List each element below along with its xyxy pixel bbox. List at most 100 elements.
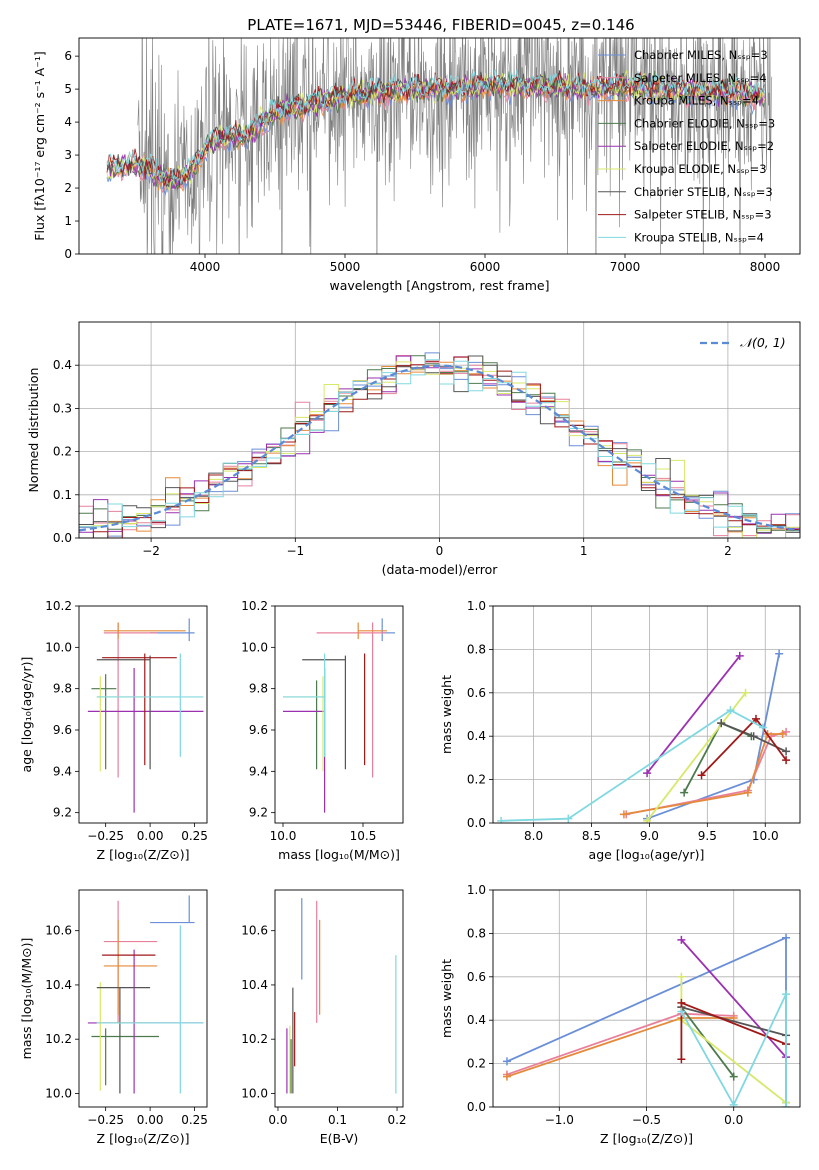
point-marker — [743, 788, 752, 797]
series-line — [646, 655, 741, 774]
y-tick-label: 0.0 — [467, 816, 486, 830]
axes-frame — [274, 605, 404, 824]
point-marker — [775, 649, 784, 658]
series-line — [623, 733, 783, 816]
point-marker — [726, 706, 735, 715]
x-tick-label: 4000 — [190, 260, 221, 274]
y-tick-label: 10.2 — [45, 1032, 72, 1046]
y-tick-label: 9.2 — [249, 806, 268, 820]
x-tick-label: 0.00 — [137, 829, 164, 843]
x-tick-label: 5000 — [330, 260, 361, 274]
errorbar-point — [96, 676, 147, 772]
errorbar-point — [103, 900, 158, 1023]
point-marker — [778, 730, 787, 739]
point-marker — [497, 816, 506, 823]
y-tick-label: 9.4 — [249, 764, 268, 778]
x-tick-label: −1 — [286, 544, 304, 558]
y-tick-label: 10.0 — [45, 640, 72, 654]
point-marker — [677, 998, 686, 1007]
point-marker — [782, 933, 791, 942]
y-tick-label: 4 — [64, 115, 72, 129]
x-axis-label: (data-model)/error — [382, 562, 499, 577]
errorbar-point — [96, 925, 204, 1094]
y-tick-label: 0.4 — [467, 1013, 486, 1027]
x-tick-label: −1.0 — [545, 1113, 574, 1127]
series-line — [680, 993, 787, 1107]
legend-label: Chabrier ELODIE, Nₛₛₚ=3 — [634, 116, 775, 130]
x-tick-label: 0.25 — [181, 1113, 208, 1127]
series-line — [700, 717, 787, 776]
errorbar-point — [302, 655, 346, 770]
legend-label: Chabrier MILES, Nₛₛₚ=3 — [634, 48, 768, 62]
x-axis-label: Z [log₁₀(Z/Z⊙)] — [600, 1131, 693, 1146]
errorbar-point — [150, 895, 195, 924]
series-line — [646, 692, 747, 822]
errorbar-point — [87, 668, 204, 813]
y-tick-label: 9.2 — [53, 806, 72, 820]
legend-label: Salpeter STELIB, Nₛₛₚ=3 — [634, 208, 772, 222]
x-tick-label: 8.0 — [524, 829, 543, 843]
observed-spectrum — [137, 38, 773, 254]
x-tick-label: 2 — [724, 544, 732, 558]
panel-residuals: −2 −1 0 1 2 0.0 0.1 0.2 0.3 0.4 (data-model)/error… — [26, 321, 801, 577]
axes-frame — [274, 889, 404, 1108]
x-tick-label: −0.25 — [87, 1113, 124, 1127]
x-axis-label: age [log₁₀(age/yr)] — [589, 847, 705, 862]
x-tick-label: 7000 — [610, 260, 641, 274]
y-tick-label: 0.2 — [53, 445, 72, 459]
x-tick-label: 0.1 — [328, 1113, 347, 1127]
errorbar-point — [103, 622, 158, 778]
legend-label: Kroupa ELODIE, Nₛₛₚ=3 — [634, 162, 767, 176]
y-tick-label: 5 — [64, 82, 72, 96]
point-marker — [717, 719, 726, 728]
point-marker — [677, 935, 686, 944]
y-tick-label: 9.6 — [53, 723, 72, 737]
y-tick-label: 9.8 — [249, 682, 268, 696]
y-tick-label: 1.0 — [467, 599, 486, 613]
y-tick-label: 9.6 — [249, 723, 268, 737]
y-tick-label: 10.4 — [45, 978, 72, 992]
point-marker — [782, 1103, 791, 1107]
point-marker — [735, 651, 744, 660]
errorbar-point — [283, 668, 326, 813]
errorbar-point — [91, 674, 117, 770]
plot-area-mass-vs-Z — [87, 895, 204, 1094]
y-tick-label: 0.4 — [467, 729, 486, 743]
axes-frame — [78, 889, 208, 1108]
axes-frame — [78, 37, 801, 255]
plot-area-weight-vs-Z — [502, 933, 791, 1107]
x-tick-label: −2 — [142, 544, 160, 558]
plot-area-mass-vs-EBV — [286, 898, 397, 1094]
point-marker — [697, 771, 706, 780]
point-marker — [758, 723, 767, 732]
axes-frame — [78, 605, 208, 824]
x-axis-label: wavelength [Angstrom, rest frame] — [329, 278, 549, 293]
errorbar-point — [381, 618, 395, 642]
y-tick-label: 0.0 — [467, 1100, 486, 1114]
y-axis-label: age [log₁₀(age/yr)] — [19, 657, 34, 773]
errorbar-point — [103, 919, 158, 1015]
y-tick-label: 10.0 — [45, 1086, 72, 1100]
y-tick-label: 10.2 — [241, 599, 268, 613]
panel-mass-vs-Z: −0.25 0.00 0.25 10.0 10.2 10.4 10.6 Z [log₁₀(Z/… — [19, 889, 208, 1146]
y-tick-label: 0 — [64, 247, 72, 261]
errorbar-point — [96, 653, 204, 757]
x-tick-label: 10.5 — [350, 829, 377, 843]
point-marker — [502, 1072, 511, 1081]
x-tick-label: 8.5 — [582, 829, 601, 843]
y-tick-label: 0.8 — [467, 642, 486, 656]
legend-label: 𝒩(0, 1) — [740, 335, 786, 350]
panel-weight-vs-age: 8.0 8.5 9.0 9.5 10.0 0.0 0.2 0.4 0.6 0.8 1.0 age [l… — [439, 599, 801, 862]
x-axis-label: mass [log₁₀(M/M⊙)] — [278, 847, 400, 862]
legend-label: Kroupa MILES, Nₛₛₚ=4 — [634, 94, 759, 108]
x-tick-label: 10.0 — [752, 829, 779, 843]
point-marker — [564, 814, 573, 823]
x-tick-label: −0.25 — [87, 829, 124, 843]
errorbar-point — [103, 622, 186, 640]
x-tick-label: 0 — [436, 544, 444, 558]
y-tick-label: 10.6 — [241, 924, 268, 938]
x-tick-label: 9.5 — [698, 829, 717, 843]
x-tick-label: 10.0 — [270, 829, 297, 843]
axes-frame — [492, 889, 801, 1108]
panel-age-vs-Z: −0.25 0.00 0.25 9.2 9.4 9.6 9.8 10.0 10.2 Z [log₁… — [19, 599, 208, 862]
